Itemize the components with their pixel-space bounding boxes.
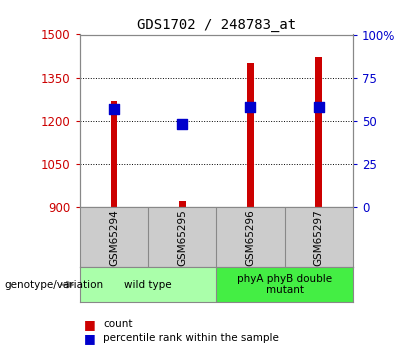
FancyBboxPatch shape bbox=[80, 267, 216, 302]
Title: GDS1702 / 248783_at: GDS1702 / 248783_at bbox=[137, 18, 296, 32]
Bar bbox=[179, 201, 186, 207]
Text: count: count bbox=[103, 319, 132, 329]
Text: GSM65294: GSM65294 bbox=[109, 209, 119, 266]
Text: wild type: wild type bbox=[124, 280, 172, 289]
Text: phyA phyB double
mutant: phyA phyB double mutant bbox=[237, 274, 332, 295]
Point bbox=[247, 104, 254, 110]
Bar bbox=[315, 58, 322, 207]
FancyBboxPatch shape bbox=[216, 267, 353, 302]
Text: GSM65297: GSM65297 bbox=[314, 209, 324, 266]
Text: ■: ■ bbox=[84, 332, 96, 345]
Text: genotype/variation: genotype/variation bbox=[4, 280, 103, 289]
Point bbox=[315, 104, 322, 110]
Text: percentile rank within the sample: percentile rank within the sample bbox=[103, 333, 279, 343]
Text: ■: ■ bbox=[84, 318, 96, 331]
Bar bbox=[110, 101, 117, 207]
Point bbox=[179, 121, 186, 127]
Text: GSM65296: GSM65296 bbox=[245, 209, 255, 266]
Bar bbox=[247, 63, 254, 207]
Text: GSM65295: GSM65295 bbox=[177, 209, 187, 266]
Point bbox=[110, 106, 117, 111]
